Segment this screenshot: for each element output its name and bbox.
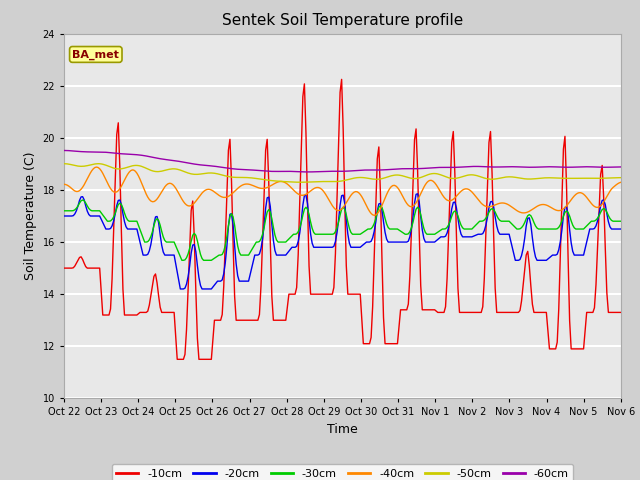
Text: BA_met: BA_met bbox=[72, 49, 119, 60]
X-axis label: Time: Time bbox=[327, 423, 358, 436]
Title: Sentek Soil Temperature profile: Sentek Soil Temperature profile bbox=[222, 13, 463, 28]
Legend: -10cm, -20cm, -30cm, -40cm, -50cm, -60cm: -10cm, -20cm, -30cm, -40cm, -50cm, -60cm bbox=[112, 464, 573, 480]
Y-axis label: Soil Temperature (C): Soil Temperature (C) bbox=[24, 152, 37, 280]
